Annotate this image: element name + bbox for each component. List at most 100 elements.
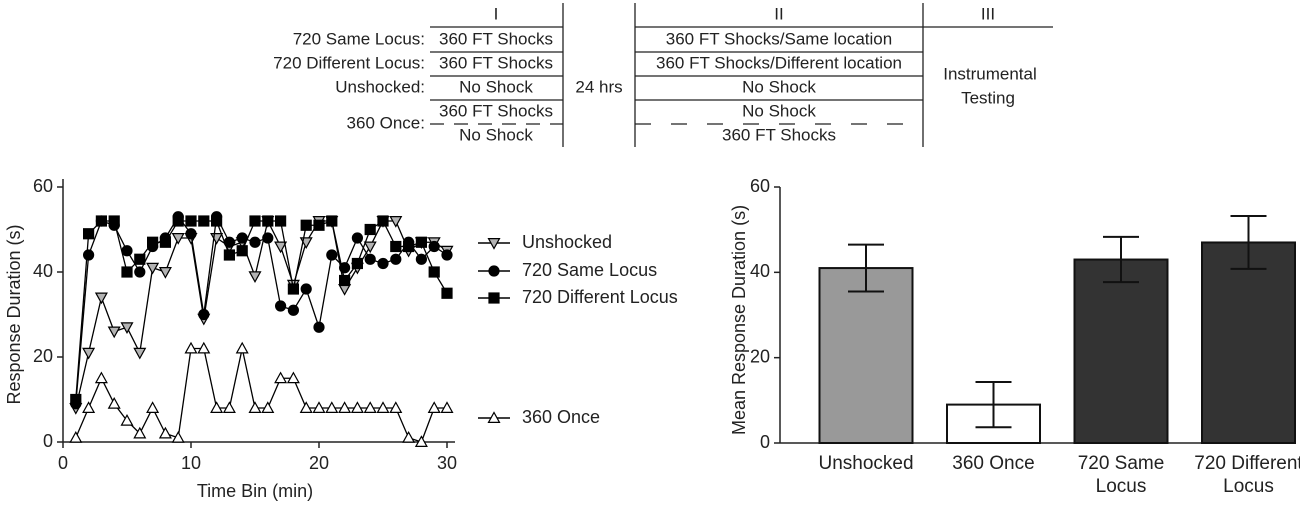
marker <box>185 215 197 227</box>
marker <box>120 322 134 334</box>
phase2-cell: 360 FT Shocks/Different location <box>656 53 902 72</box>
marker <box>403 240 415 253</box>
marker <box>211 215 223 227</box>
phase-label: I <box>494 4 499 23</box>
legend-label: 360 Once <box>522 407 600 427</box>
phase2-cell: 360 FT Shocks <box>722 125 836 144</box>
x-tick-label: 720 Same Locus <box>1077 453 1165 497</box>
bar <box>1073 258 1169 444</box>
marker <box>197 341 211 354</box>
testing-label: Testing <box>961 88 1015 107</box>
marker <box>107 397 121 409</box>
marker <box>377 215 389 227</box>
marker <box>223 249 235 261</box>
marker <box>121 266 133 278</box>
marker <box>69 431 83 443</box>
y-tick-label: 20 <box>33 346 53 366</box>
x-tick-label: 30 <box>437 453 457 473</box>
y-axis-label: Mean Response Duration (s) <box>729 205 749 435</box>
marker <box>171 233 185 245</box>
marker <box>262 232 274 244</box>
y-axis-label: Response Duration (s) <box>4 224 24 404</box>
y-tick-label: 60 <box>750 176 770 196</box>
legend-label: 720 Different Locus <box>522 287 678 307</box>
marker <box>261 401 275 413</box>
marker <box>133 347 147 360</box>
y-tick-label: 0 <box>760 432 770 452</box>
marker <box>210 401 224 413</box>
marker <box>82 228 95 240</box>
marker <box>415 236 427 248</box>
y-tick-label: 20 <box>750 346 770 366</box>
marker <box>70 393 82 406</box>
x-tick-label: 360 Once <box>952 453 1035 474</box>
marker <box>147 236 159 248</box>
interval-label: 24 hrs <box>575 77 622 96</box>
group-label: 720 Different Locus: <box>273 53 425 72</box>
marker <box>158 426 172 439</box>
y-tick-label: 40 <box>33 261 53 281</box>
y-tick-label: 40 <box>750 261 770 281</box>
phase1-cell: No Shock <box>459 77 533 96</box>
marker <box>108 215 120 227</box>
schedule <box>430 3 1053 147</box>
phase-label: III <box>981 4 995 23</box>
marker <box>313 321 325 333</box>
marker <box>363 241 377 254</box>
marker <box>287 304 299 316</box>
marker <box>363 401 377 413</box>
bar <box>1201 241 1296 444</box>
marker <box>440 401 454 413</box>
x-tick-label: 20 <box>309 453 329 473</box>
marker <box>133 426 147 439</box>
marker <box>184 341 198 354</box>
x-tick-label: Unshocked <box>818 453 914 474</box>
marker <box>262 215 274 227</box>
legend-label: 720 Same Locus <box>522 260 657 280</box>
marker <box>428 266 440 278</box>
marker <box>364 253 376 265</box>
marker <box>441 287 453 299</box>
marker <box>377 257 389 270</box>
marker <box>287 283 299 295</box>
marker <box>275 215 287 227</box>
marker <box>326 249 338 261</box>
marker <box>300 219 312 231</box>
marker <box>222 401 236 413</box>
y-tick-label: 0 <box>43 431 53 451</box>
marker <box>146 262 160 275</box>
x-tick-label: 720 Different Locus <box>1194 453 1300 497</box>
marker <box>249 236 261 248</box>
marker <box>275 300 287 312</box>
marker <box>300 283 312 295</box>
phase2-cell: No Shock <box>742 101 816 120</box>
marker <box>198 215 210 227</box>
marker <box>389 216 403 228</box>
marker <box>427 401 441 413</box>
x-tick-label: 0 <box>58 453 68 473</box>
marker <box>248 271 262 283</box>
marker <box>364 223 376 236</box>
marker <box>312 401 326 413</box>
legend-marker <box>488 292 500 304</box>
marker <box>389 401 403 413</box>
marker <box>402 431 416 443</box>
marker <box>415 253 427 265</box>
marker <box>441 249 453 261</box>
series-line <box>75 347 447 443</box>
legend-marker <box>488 265 500 277</box>
group-label: 360 Once: <box>347 113 425 132</box>
marker <box>121 245 133 257</box>
legend-marker <box>487 238 501 250</box>
phase1-cell: 360 FT Shocks <box>439 101 553 120</box>
marker <box>198 308 210 321</box>
marker <box>350 401 364 413</box>
marker <box>274 371 288 384</box>
bar <box>818 267 914 445</box>
marker <box>95 215 108 227</box>
marker <box>120 414 134 426</box>
marker <box>274 241 288 254</box>
marker <box>158 267 172 279</box>
phase1-cell: No Shock <box>459 125 533 144</box>
